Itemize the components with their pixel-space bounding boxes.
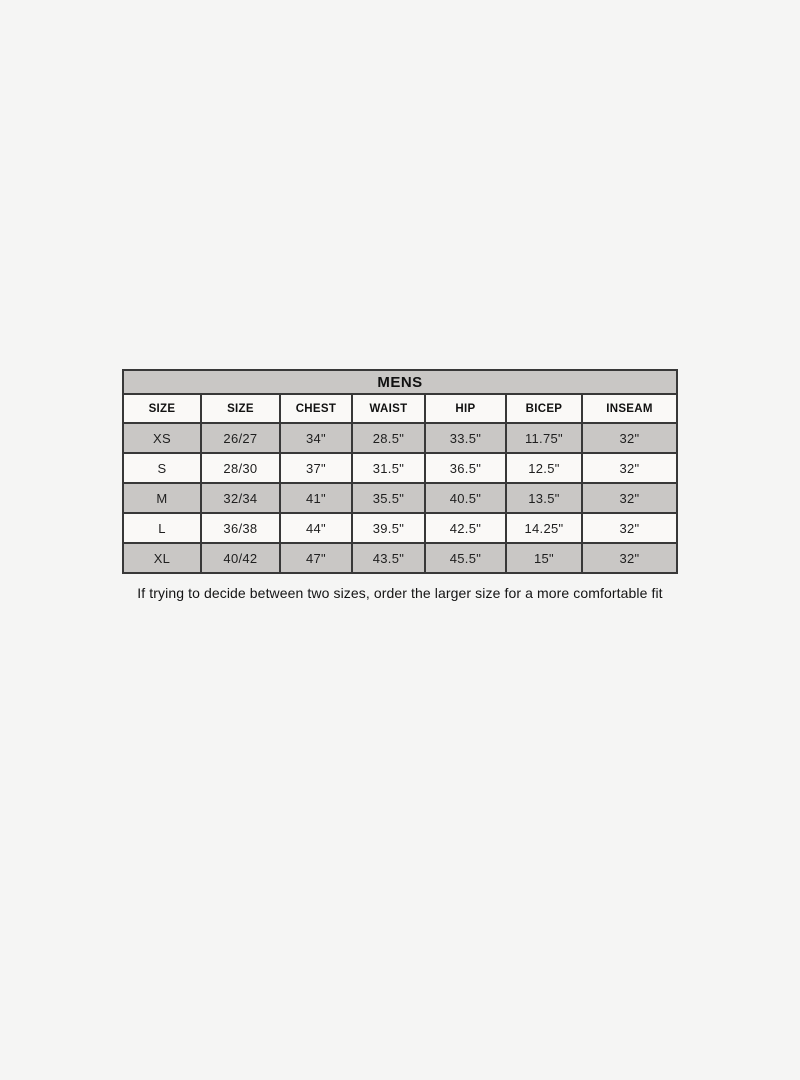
- cell-s-size-number: 28/30: [199, 452, 281, 484]
- cell-m-size-number: 32/34: [199, 482, 281, 514]
- cell-m-hip: 40.5": [423, 482, 507, 514]
- cell-xs-inseam: 32": [580, 422, 679, 454]
- cell-xl-size-number: 40/42: [199, 542, 281, 574]
- size-chart-block: MENS SIZE SIZE CHEST WAIST HIP BICEP INS…: [0, 369, 800, 601]
- cell-m-bicep: 13.5": [504, 482, 583, 514]
- cell-l-inseam: 32": [580, 512, 679, 544]
- cell-l-size-label: L: [121, 512, 202, 544]
- table-title: MENS: [121, 369, 679, 395]
- column-header-waist: WAIST: [350, 393, 426, 424]
- column-header-hip: HIP: [423, 393, 507, 424]
- table-row-l: L 36/38 44" 39.5" 42.5" 14.25" 32": [121, 512, 679, 544]
- cell-s-chest: 37": [278, 452, 353, 484]
- table-header-row: SIZE SIZE CHEST WAIST HIP BICEP INSEAM: [121, 393, 679, 424]
- cell-xl-size-label: XL: [121, 542, 202, 574]
- table-row-xl: XL 40/42 47" 43.5" 45.5" 15" 32": [121, 542, 679, 574]
- mens-size-chart-table: MENS SIZE SIZE CHEST WAIST HIP BICEP INS…: [121, 369, 679, 574]
- cell-m-chest: 41": [278, 482, 353, 514]
- fit-advice-note: If trying to decide between two sizes, o…: [137, 585, 663, 601]
- cell-l-hip: 42.5": [423, 512, 507, 544]
- column-header-inseam: INSEAM: [580, 393, 679, 424]
- cell-xs-bicep: 11.75": [504, 422, 583, 454]
- cell-m-inseam: 32": [580, 482, 679, 514]
- cell-m-size-label: M: [121, 482, 202, 514]
- cell-xs-waist: 28.5": [350, 422, 426, 454]
- cell-s-bicep: 12.5": [504, 452, 583, 484]
- cell-xl-waist: 43.5": [350, 542, 426, 574]
- table-title-row: MENS: [121, 369, 679, 395]
- table-row-m: M 32/34 41" 35.5" 40.5" 13.5" 32": [121, 482, 679, 514]
- cell-xl-chest: 47": [278, 542, 353, 574]
- column-header-size-label: SIZE: [121, 393, 202, 424]
- cell-s-waist: 31.5": [350, 452, 426, 484]
- column-header-chest: CHEST: [278, 393, 353, 424]
- cell-m-waist: 35.5": [350, 482, 426, 514]
- cell-xs-size-label: XS: [121, 422, 202, 454]
- cell-l-bicep: 14.25": [504, 512, 583, 544]
- cell-xl-inseam: 32": [580, 542, 679, 574]
- cell-xs-hip: 33.5": [423, 422, 507, 454]
- table-row-xs: XS 26/27 34" 28.5" 33.5" 11.75" 32": [121, 422, 679, 454]
- cell-l-size-number: 36/38: [199, 512, 281, 544]
- cell-s-inseam: 32": [580, 452, 679, 484]
- cell-l-waist: 39.5": [350, 512, 426, 544]
- cell-s-size-label: S: [121, 452, 202, 484]
- cell-xs-chest: 34": [278, 422, 353, 454]
- column-header-size-number: SIZE: [199, 393, 281, 424]
- cell-xs-size-number: 26/27: [199, 422, 281, 454]
- table-row-s: S 28/30 37" 31.5" 36.5" 12.5" 32": [121, 452, 679, 484]
- column-header-bicep: BICEP: [504, 393, 583, 424]
- cell-l-chest: 44": [278, 512, 353, 544]
- cell-xl-bicep: 15": [504, 542, 583, 574]
- cell-s-hip: 36.5": [423, 452, 507, 484]
- cell-xl-hip: 45.5": [423, 542, 507, 574]
